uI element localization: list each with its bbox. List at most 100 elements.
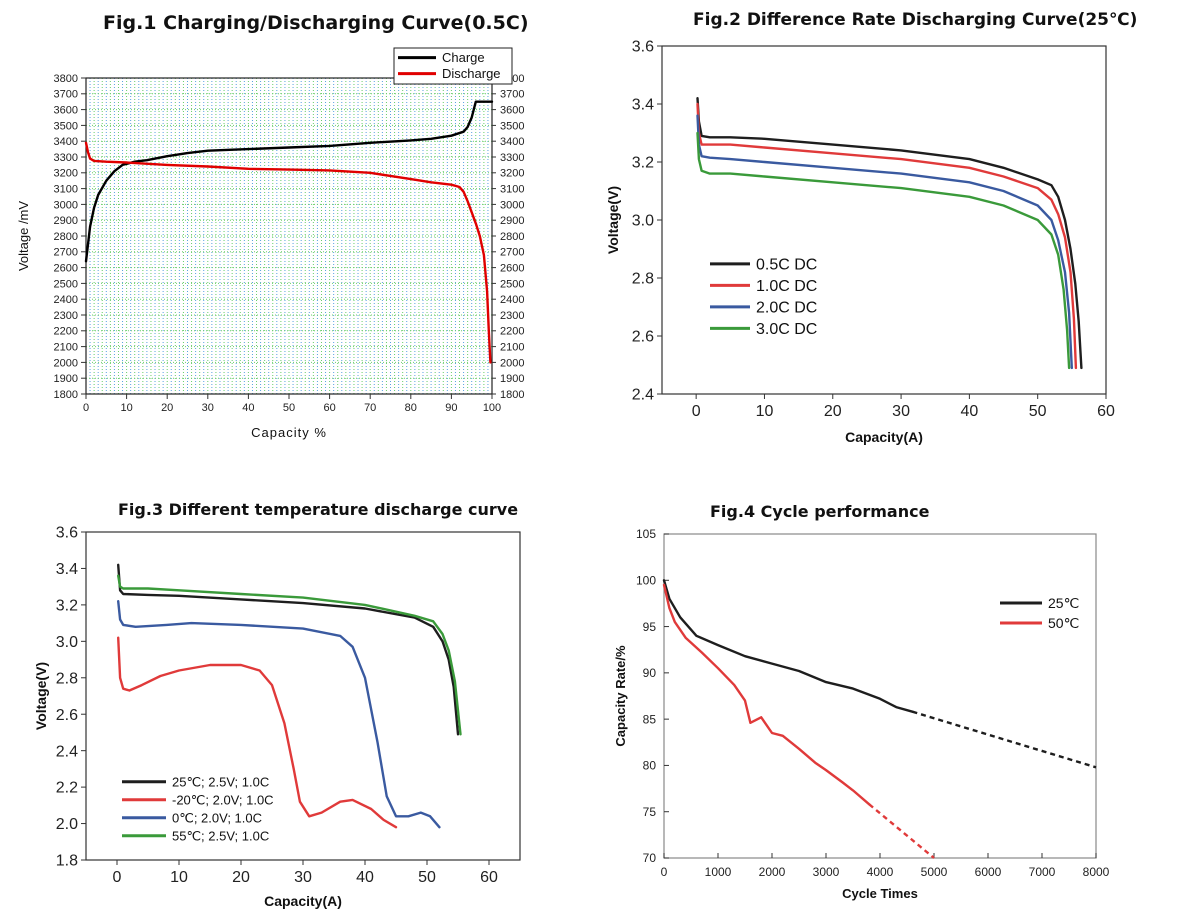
y-tick-label: 3200 bbox=[54, 168, 78, 180]
x-tick-label: 50 bbox=[283, 402, 295, 414]
y-tick-label: 1900 bbox=[54, 373, 78, 385]
x-axis-label: Capacity % bbox=[251, 425, 327, 440]
y-tick-label: 3100 bbox=[54, 183, 78, 195]
y-tick-label: 3.2 bbox=[632, 155, 654, 172]
x-tick-label: 60 bbox=[480, 869, 498, 886]
x-tick-label: 3000 bbox=[813, 865, 840, 879]
series-line-2 bbox=[662, 583, 871, 806]
fig3-title: Fig.3 Different temperature discharge cu… bbox=[118, 500, 519, 519]
x-tick-label: 60 bbox=[323, 402, 335, 414]
series-line-4 bbox=[117, 574, 462, 736]
legend-label-3: 2.0C DC bbox=[756, 300, 817, 317]
x-tick-label: 40 bbox=[960, 403, 978, 420]
x-tick-label: 20 bbox=[232, 869, 250, 886]
y-tick-label: 3.2 bbox=[56, 597, 78, 614]
y-tick-label-right: 3600 bbox=[500, 104, 524, 116]
x-tick-label: 0 bbox=[692, 403, 701, 420]
series-line-1 bbox=[696, 97, 1083, 370]
y-axis-label: Voltage /mV bbox=[16, 201, 31, 271]
x-tick-label: 0 bbox=[113, 869, 122, 886]
x-tick-label: 10 bbox=[120, 402, 132, 414]
y-tick-label: 2200 bbox=[54, 326, 78, 338]
y-tick-label-right: 3100 bbox=[500, 183, 524, 195]
x-tick-label: 10 bbox=[170, 869, 188, 886]
y-axis-label: Capacity Rate/% bbox=[613, 645, 628, 747]
x-axis-label: Capacity(A) bbox=[264, 893, 342, 909]
y-tick-label: 2.0 bbox=[56, 816, 78, 833]
y-tick-label: 3.6 bbox=[56, 525, 78, 542]
fig3-chart: 0 10 20 30 40 50 60 1.8 2.0 2.2 2.4 2.6 2.8 3.0 3.2 3.4… bbox=[33, 525, 521, 909]
y-tick-label: 1.8 bbox=[56, 853, 78, 870]
x-tick-label: 30 bbox=[892, 403, 910, 420]
y-tick-label-right: 2500 bbox=[500, 278, 524, 290]
series-line-2 bbox=[696, 102, 1078, 370]
x-tick-label: 8000 bbox=[1083, 865, 1110, 879]
y-tick-label-right: 2400 bbox=[500, 294, 524, 306]
fig4-chart: 0 1000 2000 3000 4000 5000 6000 7000 8000 70 75 80 8… bbox=[613, 527, 1110, 901]
y-tick-label: 2000 bbox=[54, 357, 78, 369]
y-tick-label: 85 bbox=[643, 712, 657, 726]
y-tick-label: 2.4 bbox=[56, 743, 78, 760]
series-projection-1 bbox=[912, 710, 1097, 769]
y-tick-label: 90 bbox=[643, 666, 657, 680]
y-tick-label: 3.4 bbox=[56, 561, 78, 578]
y-tick-label: 3400 bbox=[54, 136, 78, 148]
y-tick-label-right: 3300 bbox=[500, 152, 524, 164]
fig4-title: Fig.4 Cycle performance bbox=[710, 502, 930, 521]
series-line-1 bbox=[84, 100, 494, 263]
x-tick-label: 50 bbox=[418, 869, 436, 886]
x-tick-label: 30 bbox=[294, 869, 312, 886]
y-tick-label: 70 bbox=[643, 851, 657, 865]
fig1-title: Fig.1 Charging/Discharging Curve(0.5C) bbox=[103, 12, 529, 34]
y-tick-label: 3.0 bbox=[632, 213, 654, 230]
y-tick-label: 2.4 bbox=[632, 387, 654, 404]
legend-label-2: 50℃ bbox=[1048, 615, 1079, 631]
y-tick-label-right: 1900 bbox=[500, 373, 524, 385]
y-tick-label: 3.6 bbox=[632, 39, 654, 56]
fig4-panel: Fig.4 Cycle performance 0 1000 2000 3000 400… bbox=[600, 490, 1200, 920]
y-tick-label: 100 bbox=[636, 573, 656, 587]
x-tick-label: 60 bbox=[1097, 403, 1115, 420]
legend-label-2: 1.0C DC bbox=[756, 278, 817, 295]
grid-lines bbox=[85, 77, 493, 395]
y-tick-label-right: 3200 bbox=[500, 168, 524, 180]
y-tick-label-right: 2600 bbox=[500, 262, 524, 274]
y-tick-label: 3.4 bbox=[632, 97, 654, 114]
x-tick-label: 100 bbox=[483, 402, 501, 414]
series-line-1 bbox=[662, 579, 914, 713]
y-tick-label: 3.0 bbox=[56, 634, 78, 651]
x-tick-label: 10 bbox=[756, 403, 774, 420]
y-tick-label: 2.8 bbox=[56, 670, 78, 687]
fig3-panel: Fig.3 Different temperature discharge cu… bbox=[0, 490, 560, 920]
legend-label-1: 0.5C DC bbox=[756, 257, 817, 274]
x-tick-label: 1000 bbox=[705, 865, 732, 879]
legend-box bbox=[393, 47, 513, 85]
x-tick-label: 70 bbox=[364, 402, 376, 414]
legend: 0.5C DC 1.0C DC 2.0C DC 3.0C DC bbox=[710, 257, 817, 338]
x-tick-label: 7000 bbox=[1029, 865, 1056, 879]
y-tick-label: 2300 bbox=[54, 310, 78, 322]
x-tick-label: 0 bbox=[661, 865, 668, 879]
legend-label-2: -20℃; 2.0V; 1.0C bbox=[172, 792, 274, 807]
y-tick-label-right: 2100 bbox=[500, 341, 524, 353]
y-tick-label: 2.2 bbox=[56, 780, 78, 797]
series-line-1 bbox=[117, 563, 460, 736]
y-tick-label: 2100 bbox=[54, 341, 78, 353]
x-axis-label: Capacity(A) bbox=[845, 429, 923, 445]
x-tick-label: 4000 bbox=[867, 865, 894, 879]
x-axis-label: Cycle Times bbox=[842, 886, 918, 901]
y-tick-label: 2900 bbox=[54, 215, 78, 227]
fig1-panel: Fig.1 Charging/Discharging Curve(0.5C) 0… bbox=[0, 0, 560, 460]
y-tick-label-right: 2300 bbox=[500, 310, 524, 322]
x-tick-label: 2000 bbox=[759, 865, 786, 879]
y-tick-label: 75 bbox=[643, 805, 657, 819]
plot-frame bbox=[661, 45, 1107, 395]
y-tick-label: 3600 bbox=[54, 104, 78, 116]
y-tick-label-right: 2700 bbox=[500, 247, 524, 259]
y-tick-label: 95 bbox=[643, 620, 657, 634]
plot-frame bbox=[663, 533, 1097, 859]
y-tick-label-right: 3700 bbox=[500, 89, 524, 101]
y-tick-label-right: 1800 bbox=[500, 389, 524, 401]
y-tick-label: 2.8 bbox=[632, 271, 654, 288]
x-tick-label: 6000 bbox=[975, 865, 1002, 879]
